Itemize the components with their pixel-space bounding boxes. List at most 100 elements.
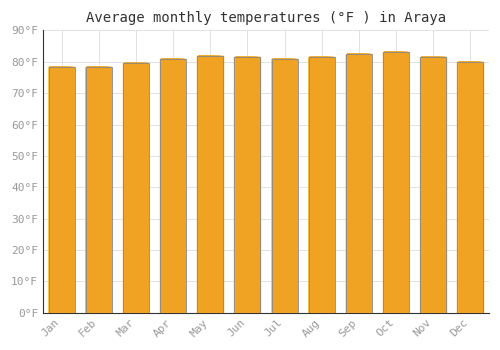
Bar <box>86 66 87 313</box>
Bar <box>347 54 358 313</box>
Bar <box>124 63 144 313</box>
Bar <box>161 59 178 313</box>
Bar <box>384 52 388 313</box>
Bar <box>347 54 360 313</box>
Bar <box>86 66 90 313</box>
Bar <box>346 54 350 313</box>
Bar <box>272 59 293 313</box>
Bar <box>50 66 66 313</box>
Bar <box>50 66 63 313</box>
Bar <box>50 66 70 313</box>
Bar <box>50 66 72 313</box>
Bar <box>272 59 295 313</box>
Bar <box>273 59 296 313</box>
Bar <box>347 54 358 313</box>
Bar <box>236 57 253 313</box>
Bar <box>384 52 402 313</box>
Bar <box>162 59 186 313</box>
Bar <box>86 66 92 313</box>
Bar <box>87 66 108 313</box>
Bar <box>198 56 203 313</box>
Bar <box>310 57 315 313</box>
Bar <box>421 57 430 313</box>
Bar <box>235 57 241 313</box>
Bar <box>347 54 357 313</box>
Bar <box>235 57 243 313</box>
Bar <box>458 62 475 313</box>
Bar <box>383 52 409 313</box>
Bar <box>458 62 471 313</box>
Bar <box>198 56 220 313</box>
Bar <box>50 66 59 313</box>
Bar <box>86 66 96 313</box>
Bar <box>347 54 366 313</box>
Bar <box>236 57 258 313</box>
Bar <box>384 52 399 313</box>
Bar <box>347 54 361 313</box>
Bar <box>50 66 58 313</box>
Bar <box>310 57 316 313</box>
Bar <box>235 57 242 313</box>
Bar <box>458 62 466 313</box>
Bar <box>236 57 255 313</box>
Bar <box>124 63 130 313</box>
Bar <box>198 56 216 313</box>
Bar <box>458 62 464 313</box>
Bar <box>310 57 318 313</box>
Bar <box>50 66 68 313</box>
Bar <box>124 63 147 313</box>
Bar <box>310 57 320 313</box>
Bar <box>161 59 168 313</box>
Bar <box>272 59 291 313</box>
Bar <box>50 66 66 313</box>
Bar <box>124 63 128 313</box>
Bar <box>346 54 351 313</box>
Bar <box>160 59 162 313</box>
Bar <box>458 62 477 313</box>
Bar <box>346 54 349 313</box>
Bar <box>458 62 461 313</box>
Bar <box>272 59 276 313</box>
Bar <box>346 54 354 313</box>
Bar <box>86 66 96 313</box>
Bar <box>124 63 140 313</box>
Bar <box>308 57 310 313</box>
Bar <box>124 63 146 313</box>
Bar <box>161 59 180 313</box>
Bar <box>236 57 246 313</box>
Bar <box>384 52 391 313</box>
Bar <box>86 66 93 313</box>
Bar <box>124 63 146 313</box>
Bar <box>310 57 312 313</box>
Bar <box>346 54 356 313</box>
Bar <box>124 63 148 313</box>
Bar <box>86 66 100 313</box>
Bar <box>198 56 209 313</box>
Bar <box>235 57 240 313</box>
Bar <box>310 57 332 313</box>
Bar <box>384 52 398 313</box>
Bar <box>272 59 294 313</box>
Bar <box>86 66 98 313</box>
Bar <box>347 54 370 313</box>
Bar <box>458 62 470 313</box>
Bar <box>123 63 124 313</box>
Bar <box>384 52 396 313</box>
Bar <box>50 66 74 313</box>
Bar <box>458 62 479 313</box>
Bar <box>421 57 428 313</box>
Bar <box>124 63 148 313</box>
Bar <box>458 62 460 313</box>
Bar <box>384 52 388 313</box>
Bar <box>50 66 52 313</box>
Bar <box>310 57 329 313</box>
Bar <box>272 59 289 313</box>
Bar <box>310 57 314 313</box>
Bar <box>87 66 104 313</box>
Bar <box>310 57 324 313</box>
Bar <box>310 57 319 313</box>
Bar <box>198 56 220 313</box>
Bar <box>310 57 312 313</box>
Bar <box>198 56 214 313</box>
Bar <box>384 52 390 313</box>
